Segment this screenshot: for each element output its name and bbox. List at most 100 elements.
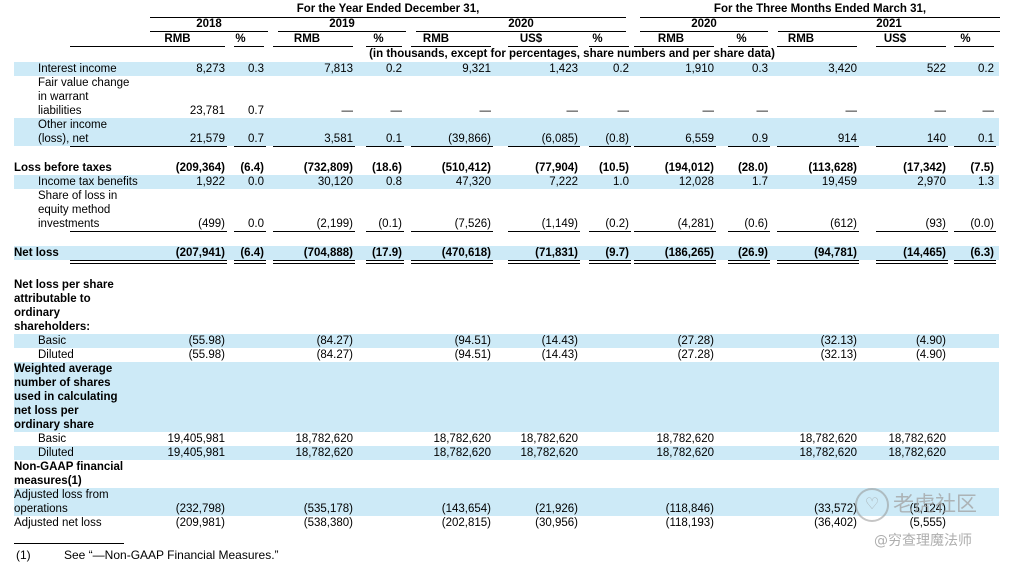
table-cell: (9.7) [605, 247, 629, 259]
table-cell: 0.3 [752, 63, 768, 75]
table-cell: (26.9) [737, 247, 768, 259]
table-cell: (194,012) [664, 162, 714, 174]
table-cell: (71,831) [535, 247, 578, 259]
table-cell: (84.27) [316, 349, 353, 361]
column-header: US$ [519, 33, 543, 45]
column-header-rule [728, 46, 768, 47]
column-header-rule [777, 46, 857, 47]
subtotal-underline [411, 231, 493, 232]
column-header: RMB [293, 33, 321, 45]
table-cell: (0.2) [605, 218, 629, 230]
table-cell: 522 [926, 63, 946, 75]
table-cell: 3,581 [324, 133, 353, 145]
table-cell: 19,405,981 [167, 447, 225, 459]
column-header-rule [366, 46, 402, 47]
subtotal-underline [70, 146, 227, 147]
table-cell: (535,178) [303, 503, 353, 515]
table-cell: (209,364) [175, 162, 225, 174]
year-rule-q2021 [778, 31, 1000, 32]
table-cell: 0.2 [978, 63, 994, 75]
table-cell: (6.3) [970, 247, 994, 259]
table-cell: — [479, 105, 492, 117]
table-cell: (732,809) [303, 162, 353, 174]
table-cell: 0.1 [978, 133, 994, 145]
footnote-mark: (1) [16, 548, 31, 562]
table-cell: (94.51) [454, 349, 491, 361]
table-cell: (510,412) [441, 162, 491, 174]
subtotal-underline [876, 231, 948, 232]
row-label: Net loss per share attributable to ordin… [14, 279, 114, 333]
column-header: RMB [787, 33, 815, 45]
table-cell: (55.98) [188, 349, 225, 361]
row-shading [14, 246, 999, 260]
table-cell: (14.43) [541, 349, 578, 361]
table-cell: (186,265) [664, 247, 714, 259]
table-cell: 914 [837, 133, 857, 145]
column-header-rule [634, 46, 714, 47]
table-cell: (6,085) [541, 133, 578, 145]
column-header-rule [508, 46, 578, 47]
table-cell: 0.1 [386, 133, 402, 145]
table-cell: 18,782,620 [888, 447, 946, 459]
table-cell: 19,405,981 [167, 433, 225, 445]
table-cell: 0.3 [248, 63, 264, 75]
table-cell: 0.9 [752, 133, 768, 145]
table-cell: (118,846) [665, 503, 714, 515]
table-cell: 1,922 [196, 176, 225, 188]
subtotal-underline [508, 146, 580, 147]
table-cell: (14.43) [541, 335, 578, 347]
row-label: Weighted average number of shares used i… [14, 363, 118, 431]
tiger-icon: ♡ [855, 488, 889, 522]
row-label: Loss before taxes [14, 162, 112, 174]
table-cell: 0.0 [248, 176, 264, 188]
column-header-rule [589, 46, 629, 47]
table-cell: — [845, 105, 858, 117]
year-group-rule [150, 17, 626, 18]
table-cell: 0.0 [248, 218, 264, 230]
table-cell: 18,782,620 [433, 433, 491, 445]
year-header-q2020: 2020 [691, 18, 717, 30]
table-cell: 23,781 [189, 105, 225, 117]
table-cell: 21,579 [189, 133, 225, 145]
row-shading [14, 118, 999, 146]
table-cell: (7,526) [454, 218, 491, 230]
column-header-rule [954, 46, 994, 47]
total-double-underline [589, 260, 631, 264]
table-cell: 0.2 [386, 63, 402, 75]
table-cell: (612) [830, 218, 857, 230]
table-cell: 18,782,620 [520, 433, 578, 445]
total-double-underline [777, 260, 859, 264]
table-cell: 140 [926, 133, 946, 145]
year-header-q2021: 2021 [876, 18, 902, 30]
table-cell: 7,222 [549, 176, 578, 188]
column-header: % [592, 33, 603, 45]
row-shading [14, 362, 999, 432]
table-cell: 0.7 [248, 133, 264, 145]
table-cell: (0.0) [970, 218, 994, 230]
table-cell: (0.1) [378, 218, 402, 230]
subtotal-underline [777, 146, 859, 147]
table-cell: (10.5) [598, 162, 629, 174]
table-cell: (93) [925, 218, 946, 230]
row-label: Other income (loss), net [38, 119, 108, 145]
table-cell: (1,149) [541, 218, 578, 230]
row-label: Basic [38, 433, 67, 445]
subtotal-underline [728, 146, 770, 147]
table-cell: 18,782,620 [799, 433, 857, 445]
total-double-underline [954, 260, 996, 264]
year-rule-2019 [278, 31, 406, 32]
table-cell: (538,380) [303, 517, 353, 529]
subtotal-underline [273, 146, 355, 147]
subtotal-underline [234, 231, 266, 232]
total-double-underline [728, 260, 770, 264]
table-cell: 18,782,620 [433, 447, 491, 459]
total-double-underline [876, 260, 948, 264]
table-cell: 1.3 [978, 176, 994, 188]
column-header: RMB [164, 33, 191, 45]
table-cell: 1.7 [752, 176, 768, 188]
table-cell: 3,420 [828, 63, 857, 75]
table-cell: (27.28) [677, 349, 714, 361]
row-shading [14, 334, 999, 348]
table-cell: (33,572) [814, 503, 857, 515]
footnote-rule [14, 543, 124, 544]
